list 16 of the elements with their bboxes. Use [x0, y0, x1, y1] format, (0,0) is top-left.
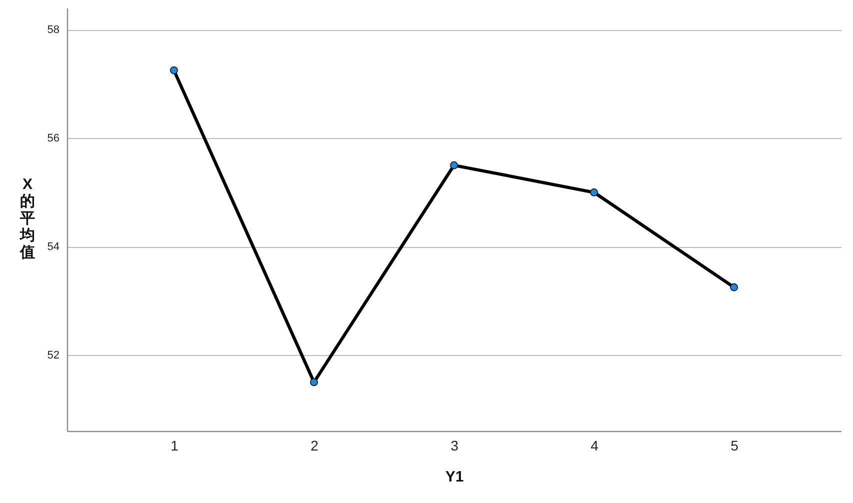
point — [170, 66, 178, 74]
x-axis-title: Y1 — [445, 468, 464, 486]
point — [730, 283, 738, 292]
y-tick-label: 54 — [47, 241, 60, 254]
x-tick-label: 2 — [310, 438, 319, 454]
y-tick-label: 52 — [47, 350, 60, 362]
y-tick-label: 56 — [47, 132, 60, 145]
point — [450, 161, 458, 170]
y-tick-label: 58 — [47, 24, 60, 36]
y-axis-title: X的平均值 — [19, 176, 35, 261]
x-tick-label: 5 — [730, 438, 739, 454]
point — [310, 378, 318, 386]
x-tick-label: 3 — [450, 438, 459, 454]
x-tick-label: 4 — [590, 438, 599, 454]
point — [590, 188, 598, 196]
x-tick-label: 1 — [170, 438, 179, 454]
